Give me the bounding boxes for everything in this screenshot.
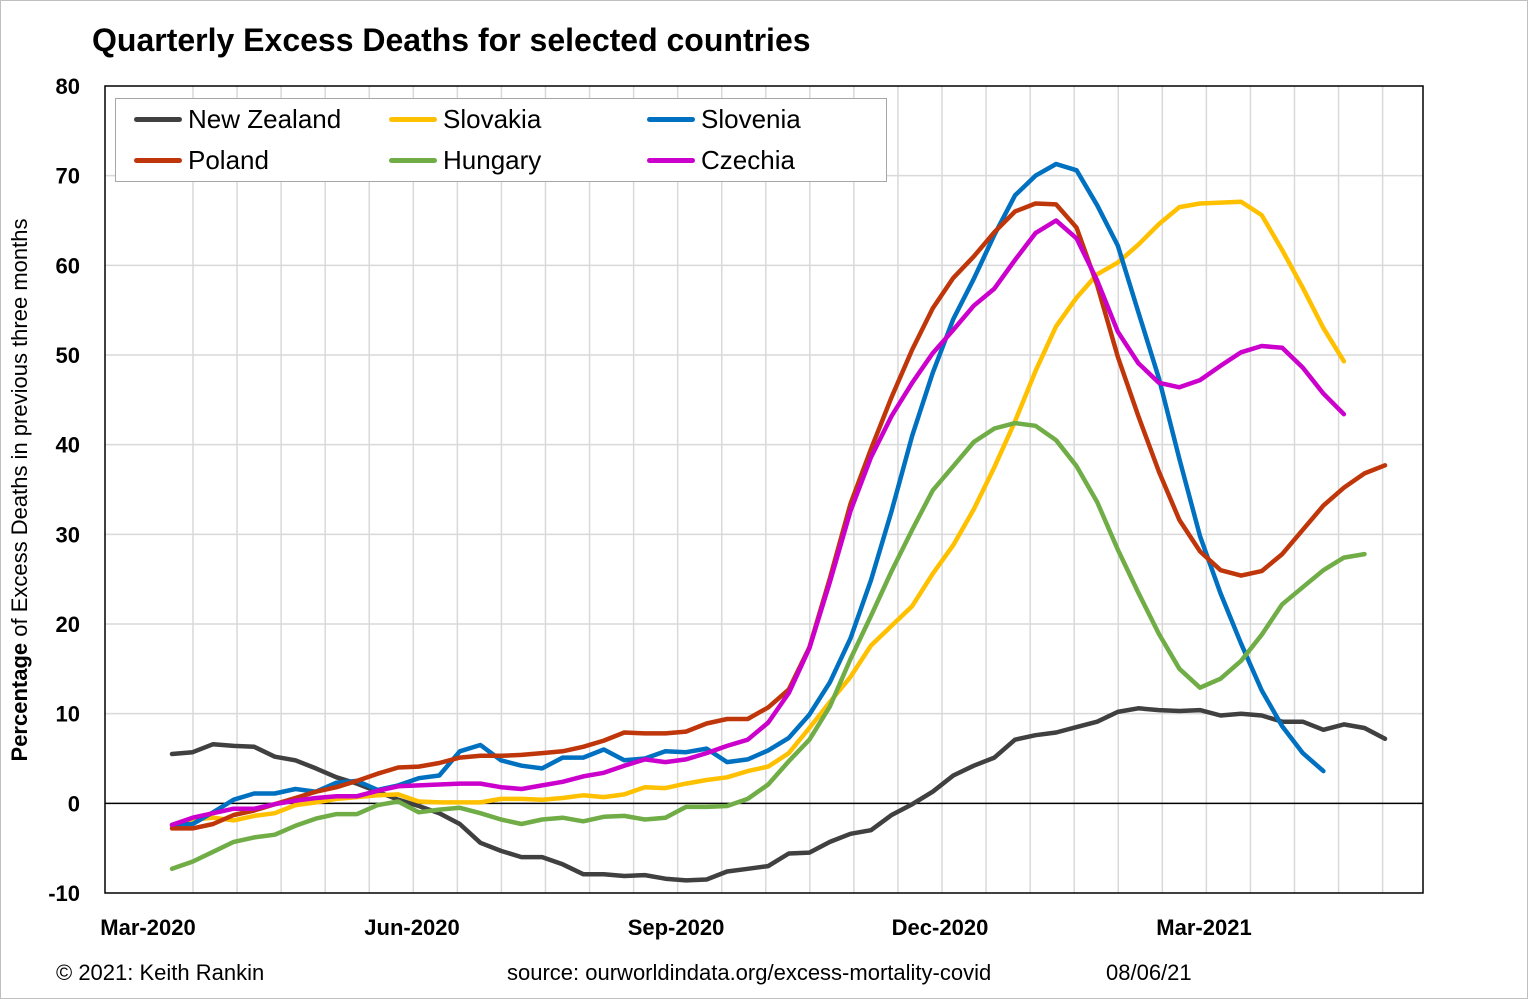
y-tick-label: -10	[48, 881, 80, 906]
chart-title: Quarterly Excess Deaths for selected cou…	[92, 22, 811, 58]
footer-copyright: © 2021: Keith Rankin	[56, 960, 265, 985]
y-tick-label: 40	[56, 433, 80, 458]
x-tick-label: Dec-2020	[892, 915, 989, 940]
y-tick-label: 0	[68, 791, 80, 816]
y-tick-label: 50	[56, 343, 80, 368]
y-tick-label: 80	[56, 74, 80, 99]
legend-item-new-zealand: New Zealand	[134, 104, 341, 134]
legend-swatch	[647, 157, 695, 163]
legend-item-poland: Poland	[134, 145, 269, 175]
legend-item-slovenia: Slovenia	[647, 104, 801, 134]
x-tick-label: Mar-2021	[1156, 915, 1251, 940]
series-line-slovenia	[169, 161, 1326, 828]
footer-date: 08/06/21	[1106, 960, 1192, 985]
x-tick-label: Sep-2020	[628, 915, 725, 940]
footer-source: source: ourworldindata.org/excess-mortal…	[507, 960, 992, 985]
series-line-hungary	[169, 420, 1367, 872]
legend-swatch	[134, 116, 182, 122]
legend-label: Hungary	[443, 144, 542, 175]
series-line-slovakia	[169, 199, 1347, 829]
x-tick-label: Jun-2020	[364, 915, 459, 940]
y-tick-label: 30	[56, 522, 80, 547]
legend-swatch	[389, 116, 437, 122]
series-line-poland	[169, 201, 1388, 831]
y-tick-label: 20	[56, 612, 80, 637]
legend-label: Slovakia	[443, 103, 542, 134]
y-tick-label: 60	[56, 253, 80, 278]
y-tick-label: 10	[56, 702, 80, 727]
legend-label: Poland	[188, 144, 269, 175]
legend-swatch	[389, 157, 437, 163]
legend-item-hungary: Hungary	[389, 145, 541, 175]
plot-border	[104, 85, 1424, 894]
series-line-czechia	[169, 218, 1347, 828]
plot-area	[105, 86, 1423, 893]
legend-item-slovakia: Slovakia	[389, 104, 541, 134]
legend-item-czechia: Czechia	[647, 145, 795, 175]
x-tick-label: Mar-2020	[100, 915, 195, 940]
legend-label: New Zealand	[188, 103, 342, 134]
legend-swatch	[647, 116, 695, 122]
legend-label: Slovenia	[701, 103, 801, 134]
legend-swatch	[134, 157, 182, 163]
chart-legend: New Zealand Slovakia Slovenia Poland Hungary…	[115, 98, 887, 182]
y-tick-label: 70	[56, 164, 80, 189]
legend-label: Czechia	[701, 144, 795, 175]
